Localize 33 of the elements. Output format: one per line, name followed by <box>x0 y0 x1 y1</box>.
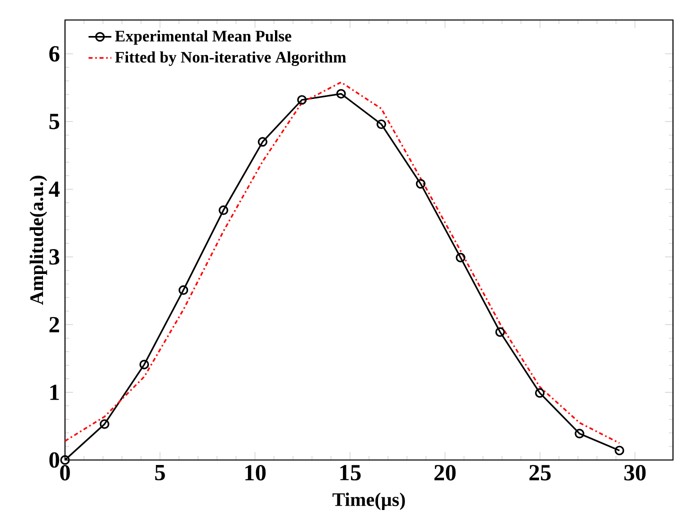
x-tick-label: 25 <box>529 464 551 480</box>
point <box>336 88 346 99</box>
y-tick-label: 6 <box>49 46 60 62</box>
point <box>258 137 268 147</box>
x-tick-label: 20 <box>434 464 456 481</box>
x-tick-label: 0 <box>60 464 70 481</box>
y-tick-label: 5 <box>49 114 60 130</box>
x-axis-title: Time(μs) <box>332 492 405 510</box>
point <box>456 252 466 262</box>
point <box>614 446 624 456</box>
legend-label: Experimental Mean Pulse <box>115 30 292 45</box>
y-tick-label: 4 <box>48 182 60 197</box>
point <box>178 285 188 295</box>
x-tick-label: 15 <box>340 464 361 480</box>
point <box>218 205 228 216</box>
legend-label: Fitted by Non-iterative Algorithm <box>115 51 346 66</box>
point <box>495 327 505 337</box>
point <box>416 179 426 189</box>
point <box>535 388 545 398</box>
x-tick-label: 10 <box>245 464 266 481</box>
x-tick-label: 5 <box>155 464 165 480</box>
point <box>574 428 584 438</box>
y-axis-title: Amplitude(a.u.) <box>30 176 48 305</box>
point <box>60 455 70 465</box>
y-tick-label: 0 <box>49 452 60 468</box>
x-tick-label: 30 <box>624 464 646 481</box>
point <box>139 360 150 370</box>
point <box>376 119 386 130</box>
y-tick-label: 3 <box>49 249 60 265</box>
y-tick-label: 2 <box>49 316 60 332</box>
point <box>297 95 307 105</box>
y-tick-label: 1 <box>50 384 59 400</box>
point <box>100 419 110 429</box>
